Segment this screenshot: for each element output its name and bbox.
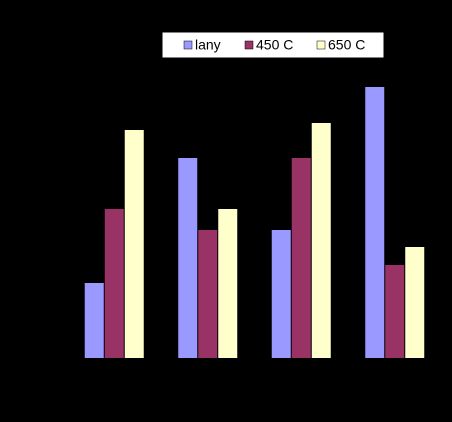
legend-swatch bbox=[183, 40, 193, 50]
legend-swatch bbox=[316, 40, 326, 50]
bar bbox=[198, 230, 218, 358]
legend-label: 450 C bbox=[256, 37, 293, 53]
bar bbox=[271, 230, 291, 358]
legend-box bbox=[161, 31, 385, 59]
bar bbox=[385, 265, 405, 358]
bar bbox=[178, 158, 198, 358]
bar bbox=[405, 247, 425, 358]
bar bbox=[84, 283, 104, 358]
bar bbox=[365, 87, 385, 358]
legend-swatch bbox=[244, 40, 254, 50]
bar bbox=[291, 158, 311, 358]
bar bbox=[311, 123, 331, 358]
legend-label: lany bbox=[195, 37, 221, 53]
bar bbox=[124, 130, 144, 358]
bar bbox=[104, 209, 124, 358]
legend-label: 650 C bbox=[328, 37, 365, 53]
bar bbox=[218, 209, 238, 358]
